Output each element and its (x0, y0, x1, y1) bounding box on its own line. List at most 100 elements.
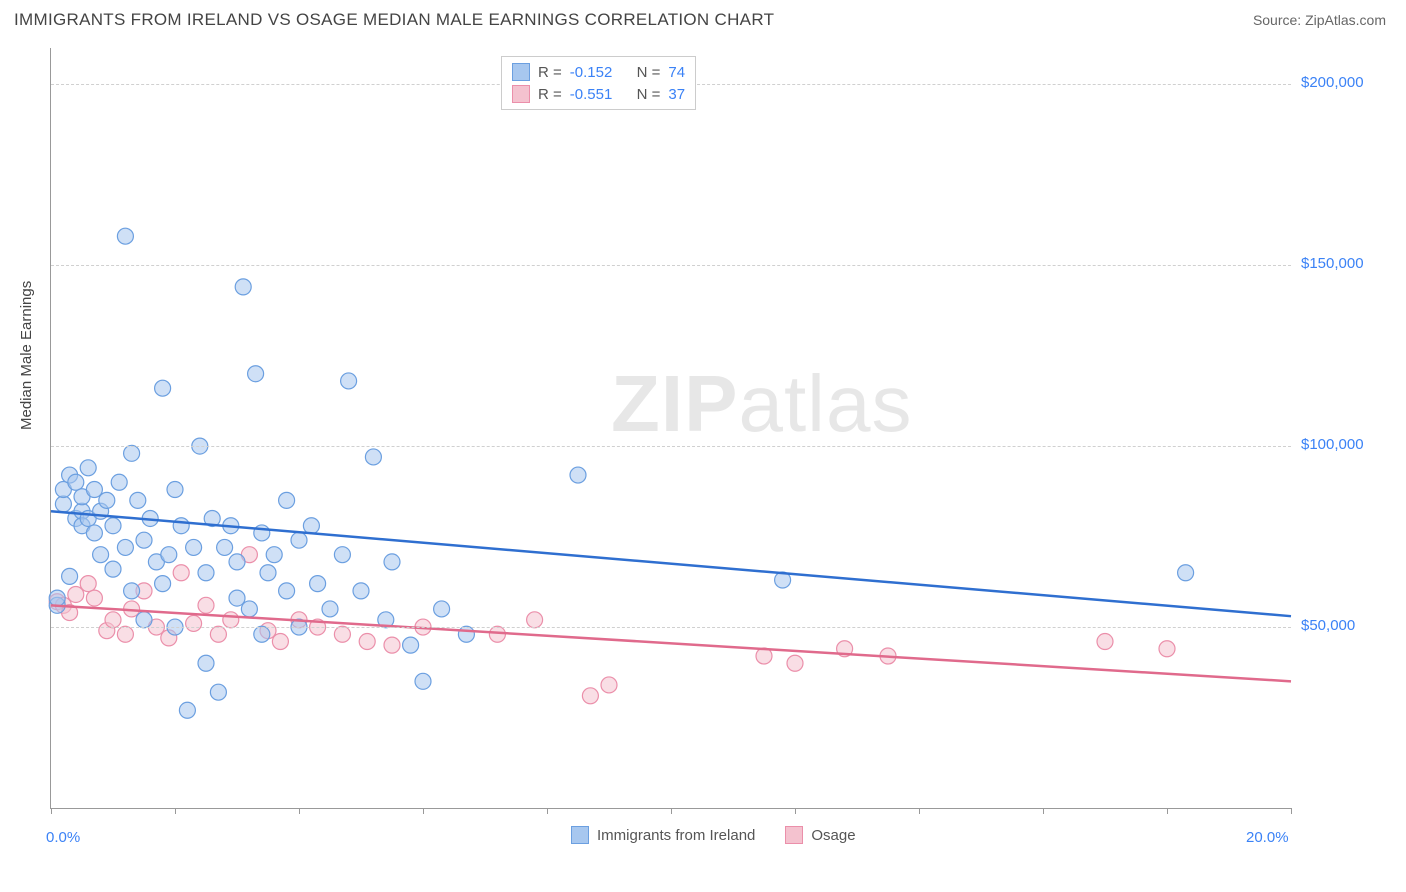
data-point (235, 279, 251, 295)
bottom-legend: Immigrants from Ireland Osage (571, 826, 856, 844)
data-point (223, 612, 239, 628)
data-point (254, 626, 270, 642)
data-point (1097, 634, 1113, 650)
data-point (434, 601, 450, 617)
data-point (55, 496, 71, 512)
data-point (415, 673, 431, 689)
r-label: R = (538, 64, 562, 81)
x-tick-label: 0.0% (46, 829, 80, 846)
swatch-series1 (512, 63, 530, 81)
data-point (136, 532, 152, 548)
data-point (248, 366, 264, 382)
data-point (198, 565, 214, 581)
data-point (105, 518, 121, 534)
data-point (117, 539, 133, 555)
x-tick (671, 808, 672, 814)
gridline (51, 265, 1291, 266)
data-point (173, 518, 189, 534)
swatch-series2-bottom (785, 826, 803, 844)
y-axis-label: Median Male Earnings (18, 281, 35, 430)
gridline (51, 627, 1291, 628)
x-tick (423, 808, 424, 814)
data-point (130, 492, 146, 508)
data-point (279, 583, 295, 599)
swatch-series2 (512, 85, 530, 103)
data-point (198, 597, 214, 613)
data-point (1178, 565, 1194, 581)
data-point (173, 565, 189, 581)
data-point (322, 601, 338, 617)
data-point (136, 612, 152, 628)
n-label: N = (637, 86, 661, 103)
data-point (787, 655, 803, 671)
data-point (403, 637, 419, 653)
x-tick (1167, 808, 1168, 814)
x-tick (1291, 808, 1292, 814)
stats-legend-box: R = -0.152 N = 74 R = -0.551 N = 37 (501, 56, 696, 110)
data-point (117, 626, 133, 642)
swatch-series1-bottom (571, 826, 589, 844)
data-point (68, 474, 84, 490)
data-point (217, 539, 233, 555)
data-point (341, 373, 357, 389)
data-point (334, 547, 350, 563)
data-point (1159, 641, 1175, 657)
data-point (198, 655, 214, 671)
data-point (266, 547, 282, 563)
r-value-series1: -0.152 (570, 64, 613, 81)
y-tick-label: $100,000 (1301, 436, 1401, 453)
data-point (49, 590, 65, 606)
data-point (99, 492, 115, 508)
data-point (272, 634, 288, 650)
data-point (310, 576, 326, 592)
y-tick-label: $150,000 (1301, 255, 1401, 272)
data-point (186, 615, 202, 631)
x-tick (795, 808, 796, 814)
data-point (86, 590, 102, 606)
data-point (167, 482, 183, 498)
chart-plot-area: ZIPatlas R = -0.152 N = 74 R = -0.551 N … (50, 48, 1291, 809)
data-point (291, 532, 307, 548)
y-tick-label: $200,000 (1301, 74, 1401, 91)
data-point (93, 547, 109, 563)
chart-source: Source: ZipAtlas.com (1253, 12, 1386, 28)
data-point (155, 576, 171, 592)
legend-label-series1: Immigrants from Ireland (597, 827, 755, 844)
data-point (210, 684, 226, 700)
data-point (279, 492, 295, 508)
x-tick (51, 808, 52, 814)
data-point (582, 688, 598, 704)
n-label: N = (637, 64, 661, 81)
x-tick (299, 808, 300, 814)
n-value-series1: 74 (668, 64, 685, 81)
legend-item-series1: Immigrants from Ireland (571, 826, 755, 844)
y-tick-label: $50,000 (1301, 617, 1401, 634)
chart-header: IMMIGRANTS FROM IRELAND VS OSAGE MEDIAN … (0, 0, 1406, 38)
data-point (527, 612, 543, 628)
data-point (186, 539, 202, 555)
data-point (161, 547, 177, 563)
data-point (124, 445, 140, 461)
data-point (365, 449, 381, 465)
data-point (86, 525, 102, 541)
data-point (334, 626, 350, 642)
gridline (51, 446, 1291, 447)
data-point (155, 380, 171, 396)
data-point (601, 677, 617, 693)
data-point (359, 634, 375, 650)
n-value-series2: 37 (668, 86, 685, 103)
stats-row-series2: R = -0.551 N = 37 (512, 83, 685, 105)
data-point (105, 561, 121, 577)
x-tick-label: 20.0% (1246, 829, 1289, 846)
data-point (117, 228, 133, 244)
data-point (384, 637, 400, 653)
chart-title: IMMIGRANTS FROM IRELAND VS OSAGE MEDIAN … (14, 10, 774, 30)
data-point (80, 460, 96, 476)
data-point (111, 474, 127, 490)
stats-row-series1: R = -0.152 N = 74 (512, 61, 685, 83)
data-point (62, 568, 78, 584)
x-tick (175, 808, 176, 814)
data-point (260, 565, 276, 581)
legend-label-series2: Osage (811, 827, 855, 844)
data-point (105, 612, 121, 628)
